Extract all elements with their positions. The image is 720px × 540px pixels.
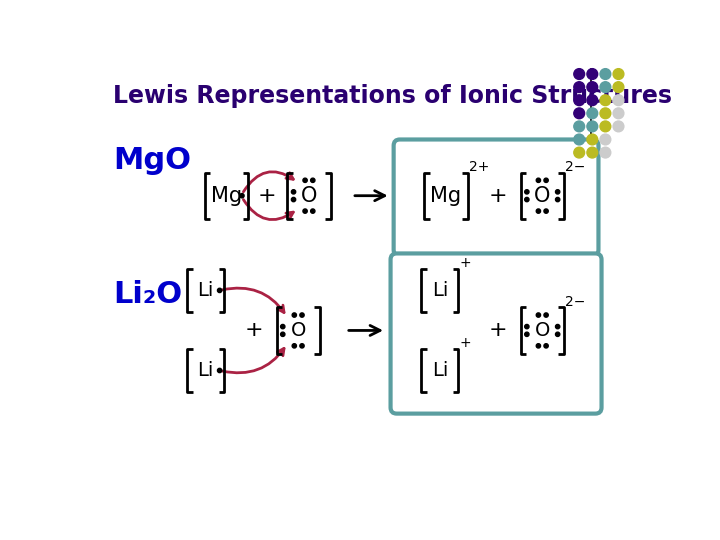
- Text: Lewis Representations of Ionic Structures: Lewis Representations of Ionic Structure…: [113, 84, 672, 108]
- Text: +: +: [244, 320, 263, 340]
- Circle shape: [536, 343, 541, 348]
- Circle shape: [544, 343, 548, 348]
- Circle shape: [574, 147, 585, 158]
- Circle shape: [536, 178, 541, 183]
- FancyBboxPatch shape: [390, 253, 601, 414]
- Text: +: +: [489, 186, 508, 206]
- Circle shape: [240, 193, 244, 198]
- Circle shape: [600, 147, 611, 158]
- Circle shape: [556, 332, 560, 336]
- Circle shape: [217, 368, 222, 373]
- Text: +: +: [460, 256, 472, 271]
- Circle shape: [574, 69, 585, 79]
- Circle shape: [574, 121, 585, 132]
- Circle shape: [292, 343, 297, 348]
- Circle shape: [292, 313, 297, 317]
- Circle shape: [281, 325, 285, 329]
- Text: 2−: 2−: [565, 295, 586, 309]
- Circle shape: [310, 209, 315, 213]
- Text: +: +: [489, 320, 508, 340]
- Circle shape: [292, 198, 296, 202]
- Circle shape: [587, 95, 598, 106]
- Circle shape: [574, 108, 585, 119]
- Circle shape: [556, 325, 560, 329]
- Circle shape: [613, 82, 624, 92]
- Circle shape: [292, 190, 296, 194]
- Text: +: +: [460, 336, 472, 350]
- Text: O: O: [534, 321, 550, 340]
- Text: Li: Li: [197, 361, 214, 380]
- Text: +: +: [258, 186, 276, 206]
- Circle shape: [544, 313, 548, 317]
- Circle shape: [525, 325, 529, 329]
- Circle shape: [600, 121, 611, 132]
- Circle shape: [574, 82, 585, 92]
- Circle shape: [613, 108, 624, 119]
- Circle shape: [613, 95, 624, 106]
- Circle shape: [587, 108, 598, 119]
- Circle shape: [600, 108, 611, 119]
- Circle shape: [587, 147, 598, 158]
- Circle shape: [303, 178, 307, 183]
- Circle shape: [613, 69, 624, 79]
- Circle shape: [525, 332, 529, 336]
- Circle shape: [587, 82, 598, 92]
- Circle shape: [217, 288, 222, 293]
- Circle shape: [556, 198, 560, 202]
- Circle shape: [281, 332, 285, 336]
- Text: 2+: 2+: [469, 160, 490, 174]
- Circle shape: [303, 209, 307, 213]
- Circle shape: [525, 190, 529, 194]
- Circle shape: [525, 198, 529, 202]
- Circle shape: [574, 134, 585, 145]
- Circle shape: [536, 209, 541, 213]
- Circle shape: [587, 69, 598, 79]
- Text: Li: Li: [197, 281, 214, 300]
- Text: Mg: Mg: [431, 186, 462, 206]
- Circle shape: [613, 121, 624, 132]
- Text: Li₂O: Li₂O: [113, 280, 182, 309]
- Circle shape: [600, 82, 611, 92]
- Text: 2−: 2−: [565, 160, 586, 174]
- Circle shape: [600, 95, 611, 106]
- Text: MgO: MgO: [113, 146, 192, 174]
- Text: O: O: [301, 186, 317, 206]
- Circle shape: [600, 134, 611, 145]
- Circle shape: [600, 69, 611, 79]
- Circle shape: [574, 95, 585, 106]
- Text: Mg: Mg: [211, 186, 242, 206]
- Circle shape: [587, 134, 598, 145]
- Circle shape: [587, 121, 598, 132]
- Circle shape: [556, 190, 560, 194]
- Circle shape: [300, 313, 304, 317]
- Circle shape: [310, 178, 315, 183]
- Circle shape: [544, 178, 548, 183]
- FancyBboxPatch shape: [394, 139, 598, 256]
- Text: Li: Li: [432, 361, 448, 380]
- Text: O: O: [290, 321, 306, 340]
- Text: Li: Li: [432, 281, 448, 300]
- Circle shape: [300, 343, 304, 348]
- Circle shape: [536, 313, 541, 317]
- Circle shape: [544, 209, 548, 213]
- Text: O: O: [534, 186, 550, 206]
